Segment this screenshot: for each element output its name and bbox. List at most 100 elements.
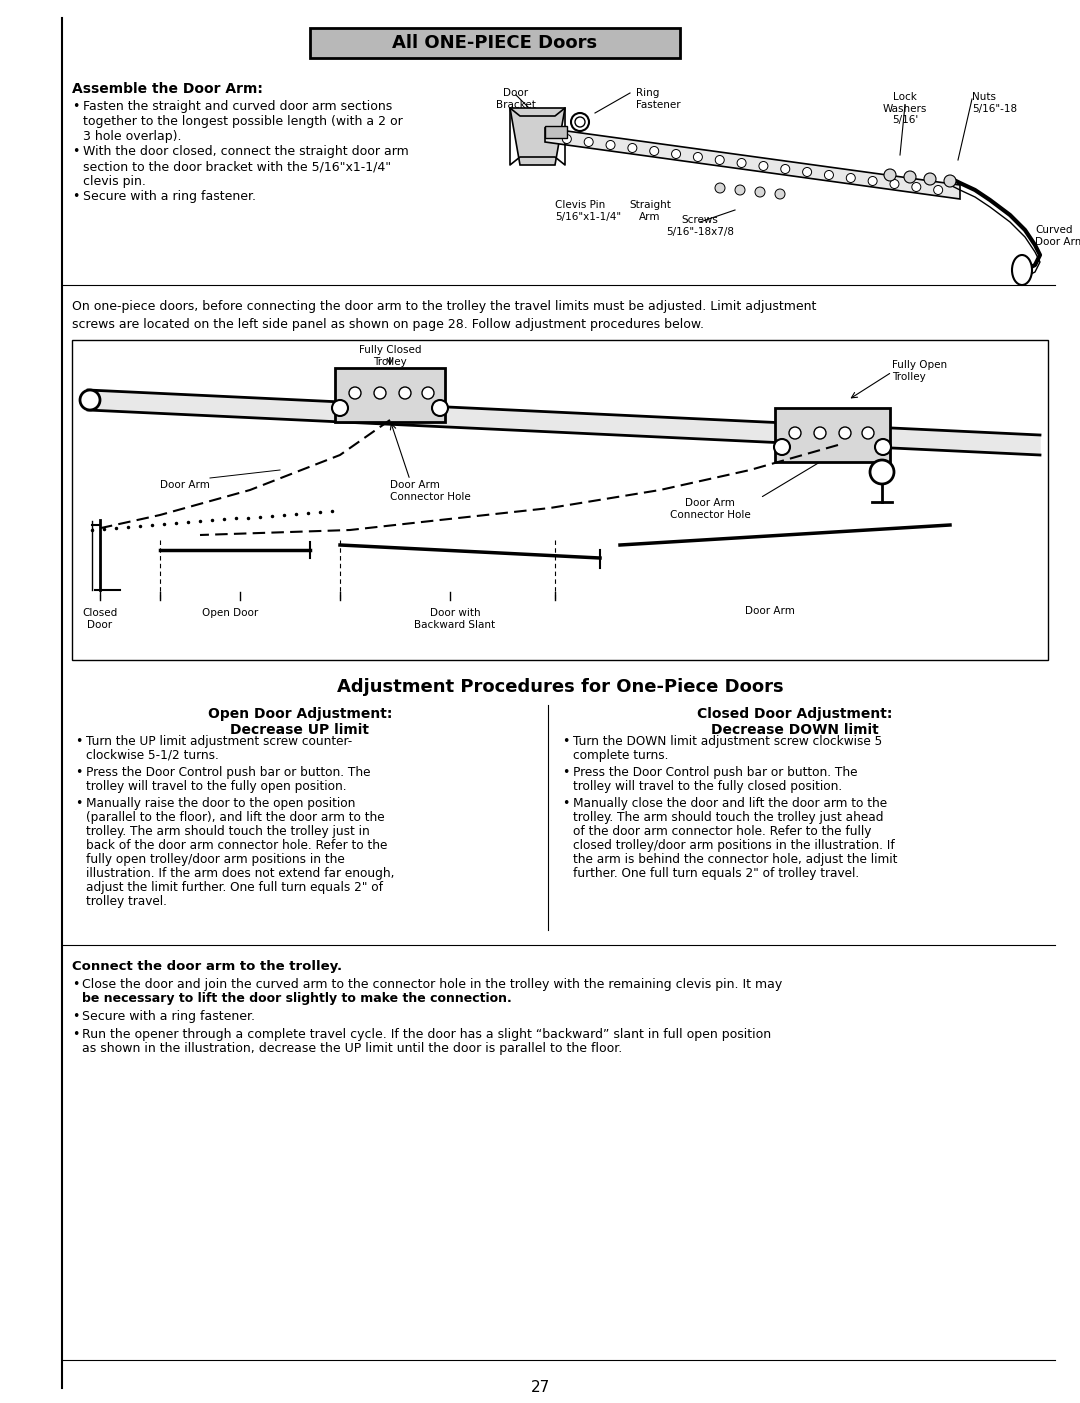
Text: trolley. The arm should touch the trolley just ahead: trolley. The arm should touch the trolle…: [573, 811, 883, 824]
Circle shape: [563, 135, 571, 143]
Text: 27: 27: [530, 1381, 550, 1395]
Text: Straight
Arm: Straight Arm: [629, 201, 671, 222]
Text: further. One full turn equals 2" of trolley travel.: further. One full turn equals 2" of trol…: [573, 867, 859, 880]
Circle shape: [802, 167, 811, 177]
Text: trolley travel.: trolley travel.: [86, 895, 167, 908]
Text: Clevis Pin
5/16"x1-1/4": Clevis Pin 5/16"x1-1/4": [555, 201, 621, 222]
Polygon shape: [87, 390, 1040, 455]
Text: illustration. If the arm does not extend far enough,: illustration. If the arm does not extend…: [86, 867, 394, 880]
Text: Assemble the Door Arm:: Assemble the Door Arm:: [72, 81, 262, 95]
Text: be necessary to lift the door slightly to make the connection.: be necessary to lift the door slightly t…: [82, 992, 512, 1005]
Text: Door Arm: Door Arm: [745, 606, 795, 616]
Text: Connect the door arm to the trolley.: Connect the door arm to the trolley.: [72, 960, 342, 974]
Circle shape: [650, 146, 659, 156]
Circle shape: [422, 387, 434, 398]
Bar: [72, 340, 1048, 659]
Text: the arm is behind the connector hole, adjust the limit: the arm is behind the connector hole, ad…: [573, 853, 897, 866]
Text: Screws
5/16"-18x7/8: Screws 5/16"-18x7/8: [666, 215, 734, 237]
Text: Closed
Door: Closed Door: [82, 607, 118, 630]
Text: Open Door: Open Door: [202, 607, 258, 617]
Text: screws are located on the left side panel as shown on page 28. Follow adjustment: screws are located on the left side pane…: [72, 318, 704, 331]
Text: Press the Door Control push bar or button. The: Press the Door Control push bar or butto…: [573, 766, 858, 779]
Circle shape: [672, 150, 680, 159]
Text: Closed Door Adjustment:
Decrease DOWN limit: Closed Door Adjustment: Decrease DOWN li…: [698, 707, 893, 737]
Text: Close the door and join the curved arm to the connector hole in the trolley with: Close the door and join the curved arm t…: [82, 978, 782, 991]
Circle shape: [862, 427, 874, 439]
Circle shape: [868, 177, 877, 185]
Text: Fully Open
Trolley: Fully Open Trolley: [892, 361, 947, 382]
Text: clockwise 5-1/2 turns.: clockwise 5-1/2 turns.: [86, 749, 219, 762]
Bar: [775, 408, 890, 462]
Text: •: •: [72, 189, 79, 203]
Text: of the door arm connector hole. Refer to the fully: of the door arm connector hole. Refer to…: [573, 825, 872, 838]
Text: Open Door Adjustment:
Decrease UP limit: Open Door Adjustment: Decrease UP limit: [207, 707, 392, 737]
Circle shape: [870, 460, 894, 484]
Circle shape: [824, 171, 834, 180]
Circle shape: [755, 187, 765, 196]
Text: Curved
Door Arm: Curved Door Arm: [1035, 224, 1080, 247]
Circle shape: [80, 390, 100, 410]
Circle shape: [933, 185, 943, 195]
Text: trolley will travel to the fully open position.: trolley will travel to the fully open po…: [86, 780, 347, 793]
Circle shape: [432, 400, 448, 417]
Circle shape: [774, 439, 789, 455]
Text: trolley will travel to the fully closed position.: trolley will travel to the fully closed …: [573, 780, 842, 793]
Text: Adjustment Procedures for One-Piece Doors: Adjustment Procedures for One-Piece Door…: [337, 678, 783, 696]
Circle shape: [904, 171, 916, 182]
Text: •: •: [562, 735, 569, 748]
Bar: [545, 126, 567, 137]
Text: •: •: [72, 1028, 79, 1041]
Text: Press the Door Control push bar or button. The: Press the Door Control push bar or butto…: [86, 766, 370, 779]
Text: Fully Closed
Trolley: Fully Closed Trolley: [359, 345, 421, 366]
Circle shape: [847, 174, 855, 182]
Circle shape: [693, 153, 702, 161]
Circle shape: [399, 387, 411, 398]
Text: Door with
Backward Slant: Door with Backward Slant: [415, 607, 496, 630]
Text: •: •: [75, 735, 82, 748]
Circle shape: [875, 439, 891, 455]
Text: complete turns.: complete turns.: [573, 749, 669, 762]
Bar: [335, 368, 445, 422]
Text: •: •: [72, 978, 79, 991]
Circle shape: [781, 164, 789, 174]
Text: fully open trolley/door arm positions in the: fully open trolley/door arm positions in…: [86, 853, 345, 866]
Circle shape: [814, 427, 826, 439]
Text: Nuts
5/16"-18: Nuts 5/16"-18: [972, 93, 1017, 114]
Ellipse shape: [1012, 255, 1032, 285]
Text: Lock
Washers
5/16': Lock Washers 5/16': [882, 93, 928, 125]
Circle shape: [332, 400, 348, 417]
Text: •: •: [72, 1010, 79, 1023]
Bar: [310, 28, 680, 58]
Text: Fasten the straight and curved door arm sections
together to the longest possibl: Fasten the straight and curved door arm …: [83, 100, 403, 143]
Circle shape: [715, 182, 725, 194]
Circle shape: [735, 185, 745, 195]
Circle shape: [606, 140, 615, 150]
Text: Secure with a ring fastener.: Secure with a ring fastener.: [83, 189, 256, 203]
Circle shape: [912, 182, 921, 191]
Text: Manually raise the door to the open position: Manually raise the door to the open posi…: [86, 797, 355, 810]
Circle shape: [775, 189, 785, 199]
Text: (parallel to the floor), and lift the door arm to the: (parallel to the floor), and lift the do…: [86, 811, 384, 824]
Text: •: •: [72, 100, 79, 114]
Circle shape: [737, 159, 746, 167]
Text: •: •: [72, 145, 79, 159]
Text: closed trolley/door arm positions in the illustration. If: closed trolley/door arm positions in the…: [573, 839, 894, 852]
Text: Door Arm
Connector Hole: Door Arm Connector Hole: [670, 498, 751, 519]
Text: adjust the limit further. One full turn equals 2" of: adjust the limit further. One full turn …: [86, 881, 383, 894]
Circle shape: [759, 161, 768, 171]
Circle shape: [924, 173, 936, 185]
Text: On one-piece doors, before connecting the door arm to the trolley the travel lim: On one-piece doors, before connecting th…: [72, 300, 816, 313]
Text: With the door closed, connect the straight door arm
section to the door bracket : With the door closed, connect the straig…: [83, 145, 408, 188]
Text: Manually close the door and lift the door arm to the: Manually close the door and lift the doo…: [573, 797, 887, 810]
Circle shape: [885, 168, 896, 181]
Circle shape: [627, 143, 637, 153]
Text: Door
Bracket: Door Bracket: [496, 88, 536, 109]
Text: •: •: [75, 797, 82, 810]
Text: back of the door arm connector hole. Refer to the: back of the door arm connector hole. Ref…: [86, 839, 388, 852]
Text: Ring
Fastener: Ring Fastener: [636, 88, 680, 109]
Polygon shape: [545, 128, 960, 199]
Circle shape: [575, 116, 585, 128]
Text: Turn the UP limit adjustment screw counter-: Turn the UP limit adjustment screw count…: [86, 735, 352, 748]
Circle shape: [890, 180, 899, 188]
Text: Turn the DOWN limit adjustment screw clockwise 5: Turn the DOWN limit adjustment screw clo…: [573, 735, 882, 748]
